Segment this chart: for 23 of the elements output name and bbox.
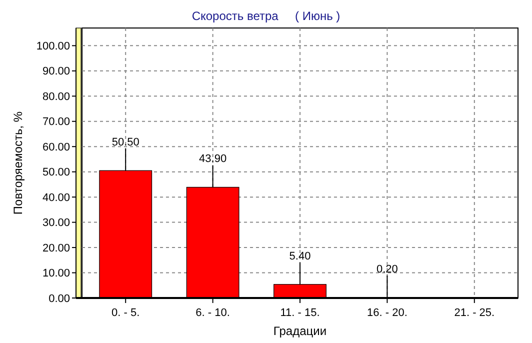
y-tick-label: 10.00	[42, 268, 70, 280]
y-tick-label: 100.00	[36, 40, 70, 53]
data-label: 50.50	[112, 136, 140, 149]
data-label: 0.20	[376, 263, 398, 276]
y-tick-label: 70.00	[42, 116, 70, 128]
x-tick-label: 11. - 15.	[280, 307, 320, 319]
data-label: 43.90	[199, 153, 227, 166]
x-axis-title: Градации	[273, 324, 327, 338]
y-tick-label: 80.00	[42, 90, 70, 103]
y-tick-label: 90.00	[42, 66, 70, 78]
y-tick-label: 60.00	[42, 141, 70, 154]
x-tick-label: 0. - 5.	[112, 307, 140, 319]
y-tick-label: 40.00	[42, 192, 70, 204]
x-tick-label: 6. - 10.	[196, 307, 230, 319]
y-tick-label: 0.00	[48, 292, 70, 305]
y-tick-label: 30.00	[42, 217, 70, 230]
x-tick-label: 16. - 20.	[367, 307, 408, 319]
x-tick-label: 21. - 25.	[454, 307, 495, 319]
chart-title: Скорость ветра ( Июнь )	[192, 9, 340, 23]
y-tick-label: 20.00	[42, 242, 70, 254]
y-axis-title: Повторяемость, %	[11, 111, 25, 215]
data-label: 5.40	[289, 250, 311, 262]
y-tick-label: 50.00	[42, 166, 70, 179]
